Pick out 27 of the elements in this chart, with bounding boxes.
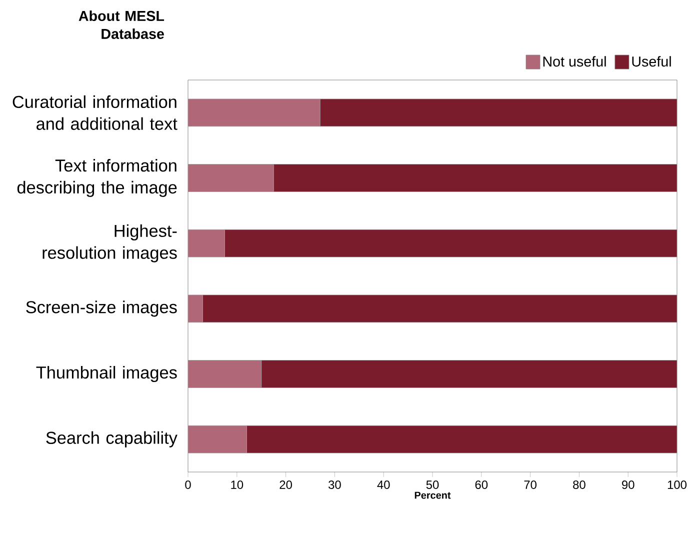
y-tick-label: Text information describing the image: [17, 159, 177, 197]
bar: [188, 229, 225, 258]
y-tick-label: Search capability: [46, 431, 178, 448]
bar: [188, 164, 274, 192]
x-tick-label: 30: [328, 480, 341, 489]
legend-label: Useful: [632, 56, 671, 67]
x-tick-label: 50: [426, 480, 439, 489]
y-tick-label: Screen-size images: [26, 300, 177, 317]
bar: [188, 360, 262, 388]
x-tick-label: 80: [573, 480, 586, 489]
legend-label: Not useful: [543, 56, 606, 67]
x-tick-label: 20: [280, 480, 292, 489]
x-tick-label: 70: [524, 480, 536, 489]
x-tick-label: 0: [185, 480, 191, 489]
x-tick-label: 90: [622, 480, 634, 489]
x-tick-label: 40: [377, 480, 390, 489]
y-tick-label: Curatorial information and additional text: [12, 95, 178, 130]
x-tick-label: 60: [475, 480, 488, 489]
y-tick-label: Thumbnail images: [36, 366, 177, 382]
x-tick-label: 100: [668, 480, 687, 489]
bar: [188, 425, 247, 454]
bar: [188, 294, 203, 323]
y-tick-label: Highest-resolution images: [42, 224, 177, 262]
x-tick-label: 10: [231, 480, 244, 489]
bar: [188, 98, 320, 127]
x-axis-title: Percent: [414, 492, 451, 499]
chart-title: About MESL Database: [78, 10, 164, 39]
